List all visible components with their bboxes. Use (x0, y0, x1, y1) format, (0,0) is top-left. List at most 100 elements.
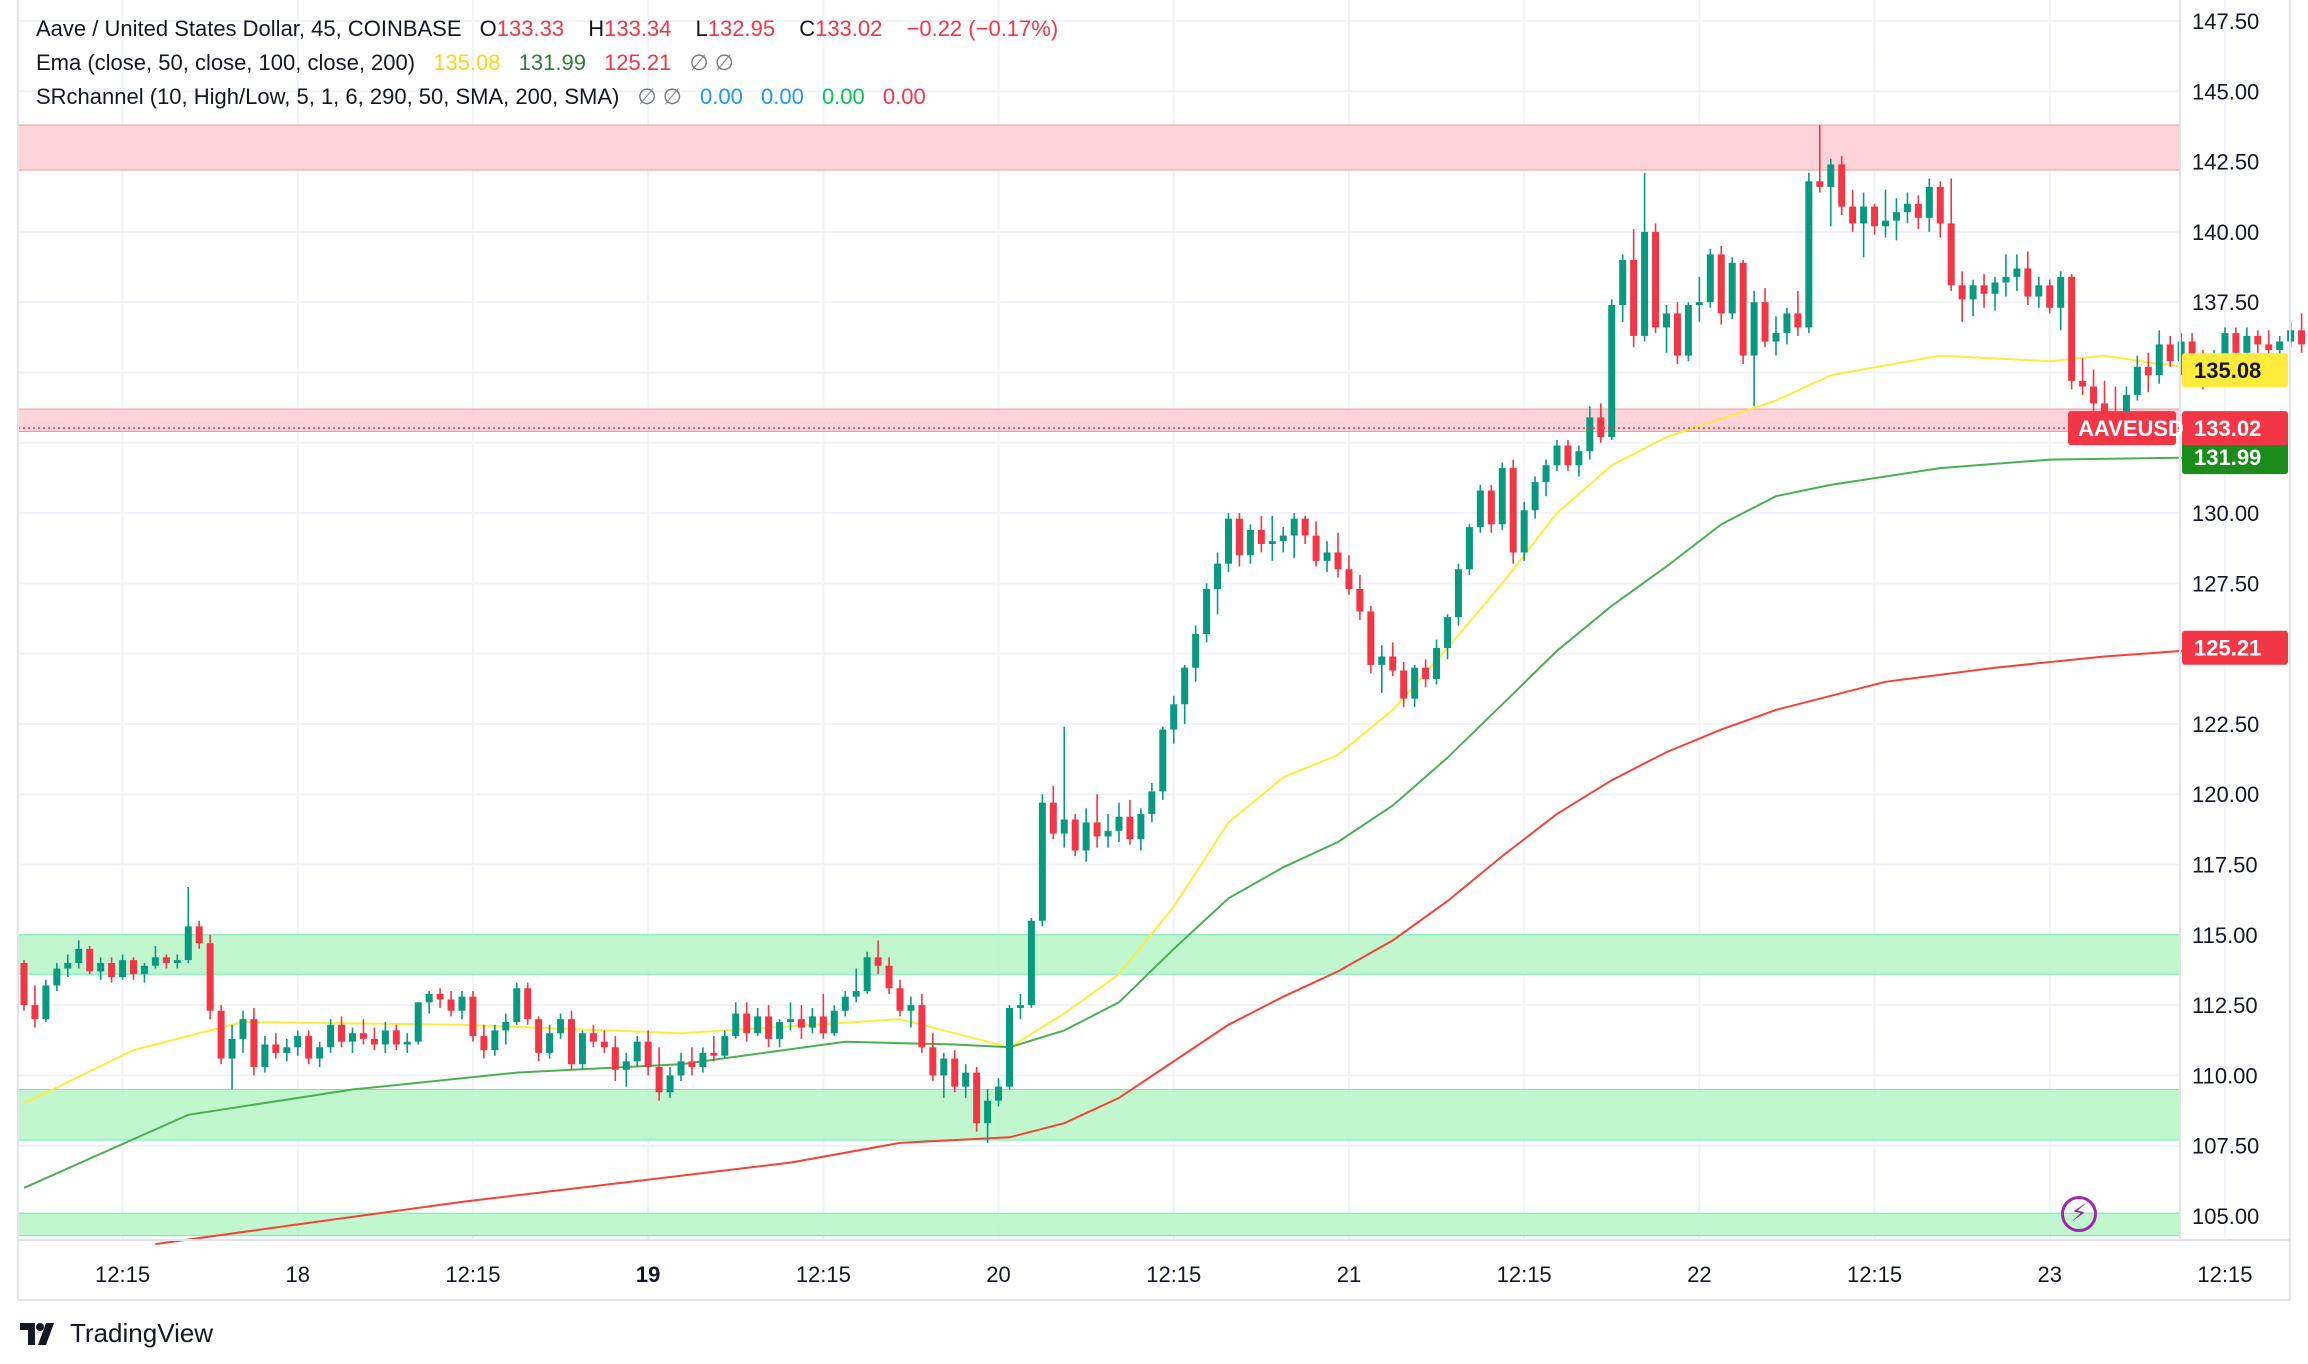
candle[interactable] (1914, 195, 1922, 230)
lightning-icon[interactable]: ⚡ (2061, 1196, 2097, 1232)
candle[interactable] (699, 1047, 707, 1073)
candle[interactable] (261, 1036, 269, 1073)
candle[interactable] (108, 957, 116, 983)
candle[interactable] (688, 1047, 696, 1076)
candle[interactable] (1192, 625, 1200, 682)
candle[interactable] (1137, 808, 1145, 851)
candle[interactable] (874, 940, 882, 975)
candle[interactable] (1257, 515, 1265, 553)
candle[interactable] (1246, 524, 1254, 564)
candle[interactable] (392, 1024, 400, 1051)
candle[interactable] (1838, 155, 1846, 216)
candle[interactable] (239, 1010, 247, 1053)
candle[interactable] (75, 940, 83, 969)
candle[interactable] (1750, 290, 1758, 407)
candle[interactable] (1498, 462, 1506, 530)
candle[interactable] (841, 991, 849, 1017)
candle[interactable] (830, 1005, 838, 1037)
candle[interactable] (1695, 276, 1703, 322)
candle[interactable] (578, 1030, 586, 1070)
candle[interactable] (1969, 279, 1977, 317)
candle[interactable] (425, 991, 433, 1014)
candle[interactable] (140, 962, 148, 983)
candle[interactable] (1903, 192, 1911, 224)
candle[interactable] (896, 979, 904, 1017)
candle[interactable] (710, 1036, 718, 1062)
candle[interactable] (1717, 245, 1725, 325)
candle[interactable] (1882, 189, 1889, 238)
candle[interactable] (2002, 254, 2010, 297)
candle[interactable] (228, 1024, 236, 1090)
candle[interactable] (721, 1030, 729, 1059)
candle[interactable] (316, 1041, 324, 1067)
candle[interactable] (31, 985, 39, 1028)
candle[interactable] (1684, 302, 1692, 362)
ema100-price-tag[interactable]: 131.99 (2182, 440, 2288, 475)
candle[interactable] (557, 1013, 565, 1039)
candle[interactable] (491, 1024, 499, 1056)
candle[interactable] (776, 1019, 784, 1048)
candle[interactable] (1203, 583, 1211, 643)
candle[interactable] (381, 1021, 389, 1053)
candle[interactable] (480, 1024, 488, 1059)
candle[interactable] (1049, 785, 1057, 840)
candle[interactable] (677, 1052, 685, 1082)
candle[interactable] (852, 968, 860, 1003)
candle[interactable] (272, 1033, 280, 1059)
candle[interactable] (1706, 248, 1714, 308)
candle[interactable] (2046, 279, 2054, 314)
candle[interactable] (173, 954, 181, 969)
candle[interactable] (42, 979, 50, 1022)
candle[interactable] (1652, 223, 1660, 334)
candle[interactable] (940, 1052, 948, 1098)
last-price-tag[interactable]: 133.02 AAVEUSD (2068, 411, 2288, 446)
candle[interactable] (1115, 802, 1123, 843)
candle[interactable] (1433, 639, 1441, 685)
candle[interactable] (1170, 695, 1178, 744)
candle[interactable] (1542, 459, 1550, 497)
candle[interactable] (962, 1064, 970, 1098)
candle[interactable] (458, 991, 466, 1020)
symbol-title[interactable]: Aave / United States Dollar, 45, COINBAS… (36, 16, 462, 41)
candle[interactable] (1400, 662, 1408, 708)
srchannel-indicator-label[interactable]: SRchannel (10, High/Low, 5, 1, 6, 290, 5… (36, 84, 620, 109)
candle[interactable] (1422, 659, 1430, 688)
candle[interactable] (1301, 515, 1309, 544)
candle[interactable] (1016, 993, 1024, 1020)
candle[interactable] (1038, 794, 1046, 927)
candle[interactable] (808, 1007, 816, 1034)
candle[interactable] (1279, 527, 1287, 553)
candle[interactable] (951, 1050, 959, 1093)
candle[interactable] (64, 954, 72, 977)
candle[interactable] (754, 1007, 762, 1037)
candle[interactable] (1958, 271, 1966, 322)
candle[interactable] (1520, 501, 1528, 561)
candle[interactable] (2254, 330, 2262, 353)
srchannel-legend[interactable]: SRchannel (10, High/Low, 5, 1, 6, 290, 5… (36, 80, 938, 114)
candle[interactable] (1509, 459, 1517, 564)
time-axis[interactable]: 12:15 18 12:15 19 12:15 20 12:15 21 12:15 22 12:15… (95, 1262, 2252, 1287)
candle[interactable] (1159, 726, 1167, 800)
candle[interactable] (294, 1030, 302, 1056)
candle[interactable] (151, 946, 159, 969)
ema200-price-tag[interactable]: 125.21 (2182, 630, 2288, 665)
candle[interactable] (1235, 513, 1243, 567)
candle[interactable] (1947, 178, 1955, 291)
candle[interactable] (2133, 355, 2141, 401)
candle[interactable] (217, 1005, 225, 1065)
candle[interactable] (1214, 552, 1222, 615)
candle[interactable] (1378, 645, 1386, 694)
candle[interactable] (1728, 257, 1736, 320)
candle[interactable] (1608, 299, 1616, 440)
candle[interactable] (1630, 229, 1638, 348)
candle[interactable] (524, 982, 532, 1025)
candle[interactable] (1465, 524, 1473, 575)
candle[interactable] (1849, 189, 1857, 232)
candle[interactable] (1991, 276, 1999, 311)
candle[interactable] (600, 1030, 608, 1053)
candle[interactable] (2298, 313, 2306, 353)
candle[interactable] (644, 1030, 652, 1076)
candle[interactable] (622, 1052, 630, 1087)
candle[interactable] (349, 1027, 356, 1053)
candle[interactable] (1454, 563, 1462, 626)
